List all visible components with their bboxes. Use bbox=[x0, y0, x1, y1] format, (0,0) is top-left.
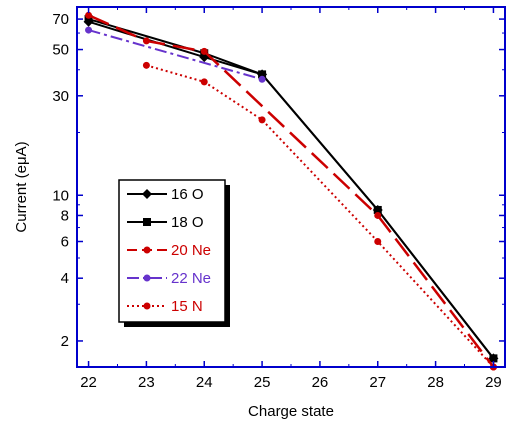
y-tick-label: 8 bbox=[61, 207, 69, 224]
x-tick-label: 27 bbox=[369, 374, 386, 391]
series-line bbox=[88, 29, 263, 81]
x-tick-label: 24 bbox=[196, 374, 213, 391]
legend-entry: 22 Ne bbox=[127, 270, 211, 287]
y-tick-label: 2 bbox=[61, 333, 69, 350]
series-22-ne bbox=[85, 26, 266, 83]
data-point bbox=[142, 61, 150, 69]
x-tick-label: 22 bbox=[80, 374, 97, 391]
legend-label: 20 Ne bbox=[171, 242, 211, 259]
data-point bbox=[374, 211, 382, 219]
legend-marker bbox=[143, 274, 151, 282]
data-point bbox=[374, 237, 382, 245]
data-point bbox=[85, 26, 93, 34]
data-point bbox=[200, 47, 208, 55]
data-point bbox=[85, 11, 93, 19]
legend-entry: 20 Ne bbox=[127, 242, 211, 259]
x-tick-label: 29 bbox=[485, 374, 502, 391]
legend-label: 15 N bbox=[171, 298, 203, 315]
x-tick-label: 23 bbox=[138, 374, 155, 391]
series-line bbox=[146, 64, 495, 368]
legend: 16 O 18 O 20 Ne 22 Ne 15 N bbox=[118, 179, 230, 327]
series-15-n bbox=[142, 61, 497, 371]
y-tick-label: 30 bbox=[52, 88, 69, 105]
data-point bbox=[142, 37, 150, 45]
data-point bbox=[489, 354, 498, 363]
legend-marker bbox=[142, 189, 152, 199]
data-point bbox=[200, 78, 208, 86]
y-tick-label: 50 bbox=[52, 42, 69, 59]
legend-entry: 15 N bbox=[127, 298, 203, 315]
legend-entry: 18 O bbox=[127, 214, 204, 231]
x-tick-label: 28 bbox=[427, 374, 444, 391]
y-axis-label: Current (eμA) bbox=[13, 141, 30, 232]
series-layer bbox=[83, 11, 499, 371]
y-tick-label: 10 bbox=[52, 187, 69, 204]
legend-label: 18 O bbox=[171, 214, 204, 231]
y-tick-label: 4 bbox=[61, 270, 69, 287]
data-point bbox=[258, 116, 266, 124]
x-tick-label: 25 bbox=[254, 374, 271, 391]
data-point bbox=[373, 205, 382, 214]
x-tick-label: 26 bbox=[312, 374, 329, 391]
legend-label: 16 O bbox=[171, 186, 204, 203]
legend-marker bbox=[143, 246, 151, 254]
y-tick-label: 70 bbox=[52, 11, 69, 28]
data-point bbox=[258, 75, 266, 83]
data-point bbox=[258, 70, 267, 79]
data-point bbox=[84, 15, 93, 24]
legend-marker bbox=[143, 218, 151, 226]
legend-label: 22 Ne bbox=[171, 270, 211, 287]
legend-marker bbox=[143, 302, 151, 310]
y-tick-label: 6 bbox=[61, 233, 69, 250]
x-axis-label: Charge state bbox=[248, 403, 334, 420]
legend-entry: 16 O bbox=[127, 186, 204, 203]
